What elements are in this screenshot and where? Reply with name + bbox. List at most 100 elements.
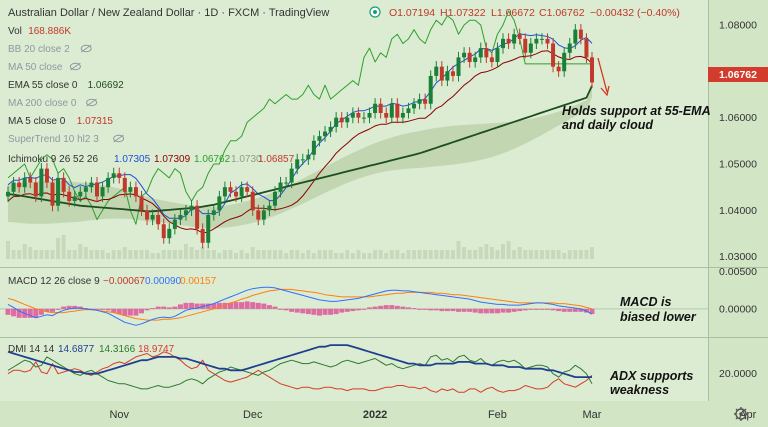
macd-histogram-bar [111, 308, 117, 313]
adx-value: 14.6877 [58, 344, 95, 355]
ohlc-low: L1.06672 [491, 7, 535, 19]
macd-line [7, 286, 593, 326]
macd-histogram-bar [517, 308, 523, 312]
macd-histogram-bar [405, 307, 411, 309]
indicator-label[interactable]: MA 5 close 0 [8, 116, 66, 127]
macd-histogram-bar [33, 308, 39, 318]
candle-body [289, 168, 294, 183]
indicator-label[interactable]: Vol [8, 26, 22, 37]
annotation-price: Holds support at 55-EMA and daily cloud [562, 57, 711, 132]
volume-bar [300, 253, 305, 259]
volume-bar [206, 250, 211, 259]
candle-body [156, 214, 161, 225]
ohlc-high: H1.07322 [440, 7, 486, 19]
candle-body [562, 52, 567, 72]
macd-histogram-bar [578, 308, 584, 312]
macd-histogram-bar [316, 308, 322, 316]
candle-body [33, 182, 38, 197]
annotation-dmi-line1: ADX supports [609, 369, 693, 383]
volume-bar [295, 250, 300, 259]
macd-histogram-bar [105, 308, 111, 311]
macd-histogram-bar [467, 308, 473, 312]
macd-histogram-bar [266, 305, 272, 309]
macd-histogram-bar [227, 302, 233, 309]
indicator-label[interactable]: EMA 55 close 0 [8, 80, 78, 91]
volume-bar [395, 250, 400, 259]
candle-body [423, 99, 428, 104]
volume-bar [361, 253, 366, 259]
candle-body [473, 57, 478, 63]
volume-bar [50, 250, 55, 259]
settings-gear-icon[interactable] [734, 407, 748, 421]
volume-bar [111, 250, 116, 259]
macd-histogram-bar [289, 308, 295, 312]
volume-bar [317, 250, 322, 259]
candle-body [217, 196, 222, 211]
volume-bar [501, 244, 506, 259]
volume-bar [350, 253, 355, 259]
candle-body [89, 182, 94, 188]
chart-title[interactable]: Australian Dollar / New Zealand Dollar ·… [8, 7, 329, 19]
time-tick-label: Nov [109, 409, 129, 421]
macd-histogram-bar [311, 308, 317, 315]
volume-bars [6, 235, 594, 259]
volume-bar [389, 250, 394, 259]
indicator-label[interactable]: SuperTrend 10 hl2 3 [8, 134, 99, 145]
macd-histogram-bar [205, 303, 211, 309]
volume-bar [67, 250, 72, 259]
macd-histogram-bar [494, 308, 500, 314]
candle-body [234, 191, 239, 197]
time-axis-background [0, 401, 768, 427]
macd-histogram-bar [272, 306, 278, 309]
indicator-legend[interactable]: Vol 168.886K BB 20 close 2 MA 50 close EMA 5… [8, 26, 124, 145]
candle-body [61, 177, 66, 192]
macd-histogram-bar [372, 306, 378, 309]
candle-body [272, 191, 277, 206]
candlesticks[interactable] [6, 24, 594, 249]
price-tick-label: 1.03000 [719, 251, 757, 263]
candle-body [501, 38, 506, 49]
macd-tick-label: 0.00500 [719, 266, 757, 278]
time-tick-label: Dec [243, 409, 263, 421]
volume-bar [172, 250, 177, 259]
ichimoku-legend[interactable]: Ichimoku 9 26 52 26 1.07305 1.07309 1.06… [8, 154, 295, 165]
dmi-label[interactable]: DMI 14 14 [8, 344, 55, 355]
candle-body [489, 57, 494, 63]
volume-bar [56, 238, 61, 259]
indicator-label[interactable]: MA 200 close 0 [8, 98, 77, 109]
candle-body [178, 214, 183, 220]
header-legend[interactable]: Australian Dollar / New Zealand Dollar ·… [8, 6, 680, 19]
volume-bar [122, 247, 127, 259]
candle-body [228, 187, 233, 192]
axes: 1.080001.070001.060001.050001.040001.030… [109, 19, 757, 421]
candle-body [56, 177, 61, 206]
macd-histogram-bar [100, 308, 106, 310]
annotation-dmi-line2: weakness [610, 383, 669, 397]
indicator-label[interactable]: MA 50 close [8, 62, 63, 73]
macd-histogram-bar [545, 308, 551, 310]
macd-tick-label: 0.00000 [719, 303, 757, 315]
dmi-legend[interactable]: DMI 14 14 14.6877 14.3166 18.9747 [8, 344, 175, 355]
macd-histogram-bar [55, 308, 61, 310]
macd-label[interactable]: MACD 12 26 close 9 [8, 276, 100, 287]
macd-histogram-bar [305, 308, 311, 315]
annotation-price-line2: and daily cloud [562, 118, 653, 132]
time-tick-label: Feb [488, 409, 507, 421]
candle-body [417, 99, 422, 104]
ichimoku-value-4: 1.0730 [231, 154, 262, 165]
candle-body [350, 113, 355, 118]
indicator-label[interactable]: BB 20 close 2 [8, 44, 70, 55]
ohlc-open: O1.07194 [389, 7, 435, 19]
macd-legend[interactable]: MACD 12 26 close 9 −0.00067 0.00090 0.00… [8, 276, 217, 287]
volume-bar [578, 250, 583, 259]
volume-bar [517, 247, 522, 259]
hidden-eye-icon [86, 98, 98, 107]
candle-body [389, 103, 394, 118]
candle-body [517, 34, 522, 39]
volume-bar [217, 253, 222, 259]
ichimoku-label[interactable]: Ichimoku 9 26 52 26 [8, 154, 98, 165]
hidden-eye-slash [80, 44, 92, 53]
macd-histogram-bar [38, 308, 44, 315]
volume-bar [17, 250, 22, 259]
macd-histogram-bar [5, 308, 11, 315]
